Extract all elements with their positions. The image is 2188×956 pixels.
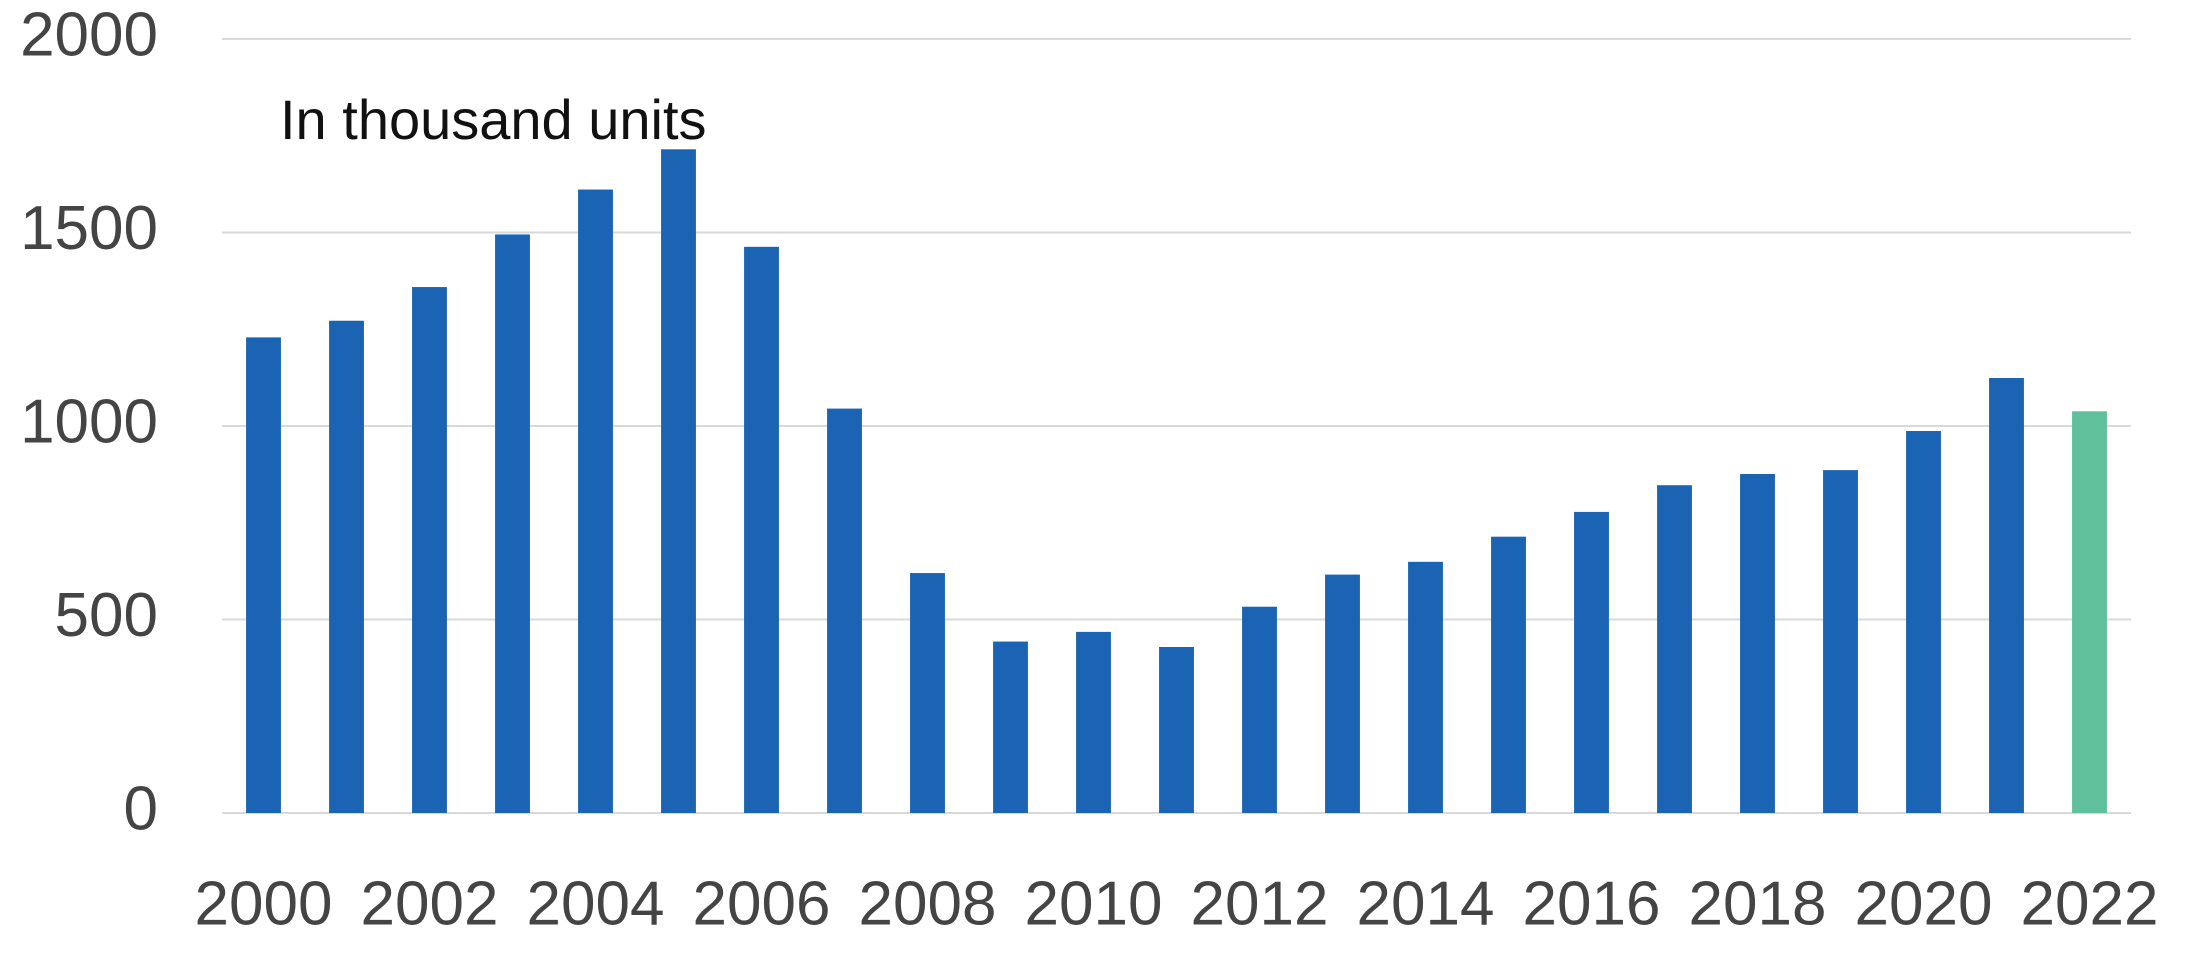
bar [329,320,364,813]
y-tick-label: 1000 [20,387,158,456]
bar [1657,485,1692,813]
bar [578,189,613,814]
bar [495,234,530,813]
bar [1906,431,1941,813]
x-tick-label: 2012 [1191,869,1329,938]
y-tick-label: 1500 [20,194,158,263]
bar [1989,378,2024,813]
bar [1491,536,1526,813]
bar [661,149,696,814]
x-tick-label: 2010 [1025,869,1163,938]
bar [2072,411,2107,813]
x-tick-label: 2014 [1357,869,1495,938]
x-tick-label: 2006 [693,869,831,938]
x-tick-label: 2016 [1523,869,1661,938]
bar [1574,511,1609,813]
bar [1159,646,1194,813]
y-tick-label: 0 [124,774,158,843]
x-tick-label: 2002 [361,869,499,938]
y-tick-label: 500 [55,581,158,650]
bar [910,573,945,813]
bar [246,337,281,813]
bar [1242,606,1277,813]
annotation: In thousand units [280,88,707,151]
x-tick-label: 2004 [527,869,665,938]
x-tick-label: 2008 [859,869,997,938]
bar [1325,574,1360,813]
bar [744,246,779,814]
bar [993,641,1028,813]
bar [1076,631,1111,813]
x-tick-label: 2018 [1689,869,1827,938]
bar [1823,470,1858,813]
bar [1740,473,1775,813]
x-tick-label: 2020 [1855,869,1993,938]
bar [827,408,862,813]
x-tick-label: 2000 [195,869,333,938]
x-tick-label: 2022 [2021,869,2159,938]
y-tick-label: 2000 [20,0,158,69]
bar [1408,561,1443,813]
bar [412,287,447,813]
